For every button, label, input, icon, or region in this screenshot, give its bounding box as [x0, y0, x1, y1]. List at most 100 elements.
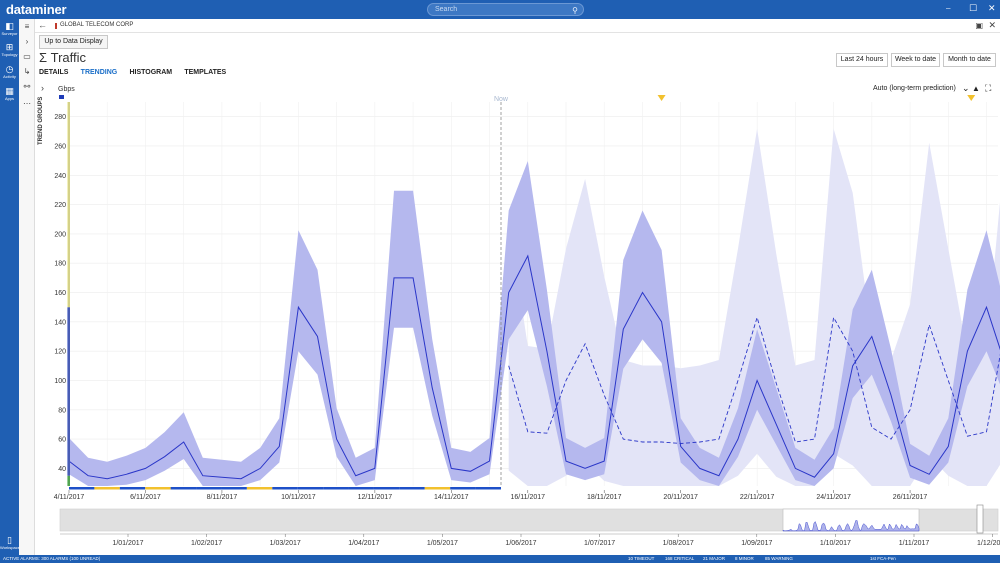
- alarm-timeline-segment: [272, 487, 298, 490]
- alarm-timeline-segment: [69, 487, 95, 490]
- pen-mode-text[interactable]: 1st FCA-Pen: [870, 556, 896, 561]
- y-tick-label: 240: [54, 173, 66, 180]
- warning-icon[interactable]: ▲: [972, 84, 980, 93]
- trend-groups-expand-icon[interactable]: ›: [41, 83, 44, 93]
- navigator-handle: [976, 504, 984, 534]
- more-icon[interactable]: ⋯: [23, 99, 31, 108]
- search-icon[interactable]: ⚲: [572, 6, 578, 15]
- fullscreen-icon[interactable]: ⛶: [985, 83, 992, 93]
- card-navigation-column: ≡ › ▭ ↳ ⚯ ⋯: [19, 19, 35, 555]
- y-tick-label: 200: [54, 231, 66, 238]
- warning-counter[interactable]: 85 WARNING: [765, 556, 793, 561]
- navigator-tick-label: 1/10/2017: [820, 540, 851, 547]
- up-to-data-display-button[interactable]: Up to Data Display: [39, 35, 108, 49]
- back-arrow-icon[interactable]: ←: [38, 20, 47, 30]
- card-close-icon[interactable]: ✕: [988, 20, 996, 30]
- minimize-icon[interactable]: ⎯: [946, 3, 951, 13]
- tab-templates[interactable]: TEMPLATES: [184, 69, 227, 76]
- apps-icon: ▦: [5, 86, 14, 96]
- rail-item-surveyor[interactable]: ◧ Surveyor: [0, 21, 19, 36]
- last-24-hours-button[interactable]: Last 24 hours: [836, 53, 888, 67]
- x-tick-label: 18/11/2017: [587, 494, 622, 501]
- legend-swatch: [59, 95, 64, 99]
- rail-item-activity[interactable]: ◷ Activity: [0, 64, 19, 79]
- app-rail: ◧ Surveyor ⊞ Topology ◷ Activity ▦ Apps …: [0, 19, 20, 555]
- activity-icon: ◷: [5, 64, 14, 74]
- hamburger-menu-icon[interactable]: ≡: [24, 22, 30, 31]
- prediction-band: [508, 128, 1000, 486]
- connections-icon[interactable]: ⚯: [23, 82, 31, 91]
- unit-label: Gbps: [58, 86, 75, 93]
- chart-axes: 40 60 80 100 120 140 160 180 200 220 240 260 280 4/11…: [54, 102, 928, 501]
- x-tick-label: 24/11/2017: [816, 494, 851, 501]
- surveyor-icon: ◧: [5, 21, 14, 31]
- x-tick-label: 6/11/2017: [130, 494, 161, 501]
- card-maximize-icon[interactable]: ▣: [975, 21, 983, 30]
- card-icon[interactable]: ▭: [23, 52, 31, 61]
- prediction-mode-select[interactable]: Auto (long-term prediction): [873, 85, 956, 92]
- x-tick-label: 4/11/2017: [54, 494, 85, 501]
- search-input[interactable]: Search ⚲: [427, 3, 584, 16]
- alarm-timeline-segment: [399, 487, 425, 490]
- alarm-timeline-segment: [170, 487, 197, 490]
- rail-label: Workspace: [0, 545, 20, 550]
- y-tick-label: 280: [54, 114, 66, 121]
- navigator-track: [59, 508, 999, 532]
- title-bar: dataminer Search ⚲ ⎯ ☐ ✕: [0, 0, 1000, 19]
- series-lines: [68, 254, 1000, 480]
- rail-item-topology[interactable]: ⊞ Topology: [0, 42, 19, 57]
- alarm-timeline-segment: [119, 487, 146, 490]
- rail-label: Surveyor: [1, 31, 18, 36]
- prediction-band-layer: [508, 128, 1000, 486]
- y-tick-label: 100: [54, 378, 66, 385]
- month-to-date-button[interactable]: Month to date: [943, 53, 996, 67]
- alarm-timeline-segment: [221, 487, 247, 490]
- x-tick-label: 26/11/2017: [893, 494, 928, 501]
- y-tick-label: 80: [58, 407, 66, 414]
- active-alarms-text[interactable]: ACTIVE ALARMS: 300 ALARMS (100 UNREAD): [3, 556, 101, 561]
- y-tick-label: 260: [54, 143, 66, 150]
- navigator-tick-label: 1/07/2017: [584, 540, 615, 547]
- maximize-icon[interactable]: ☐: [969, 3, 978, 13]
- rail-item-apps[interactable]: ▦ Apps: [0, 86, 19, 101]
- search-placeholder: Search: [435, 6, 458, 13]
- y-tick-label: 180: [54, 261, 66, 268]
- prediction-line: [508, 315, 1000, 444]
- week-to-date-button[interactable]: Week to date: [891, 53, 940, 67]
- element-state-flag: [55, 23, 57, 29]
- rail-label: Activity: [3, 74, 16, 79]
- card-tabs: DETAILS TRENDING HISTOGRAM TEMPLATES: [39, 67, 236, 77]
- status-bar: ACTIVE ALARMS: 300 ALARMS (100 UNREAD) 1…: [0, 555, 1000, 563]
- tab-details[interactable]: DETAILS: [39, 69, 69, 76]
- x-tick-label: 22/11/2017: [740, 494, 775, 501]
- x-tick-label: 10/11/2017: [281, 494, 316, 501]
- critical-counter[interactable]: 168 CRITICAL: [665, 556, 695, 561]
- minor-counter[interactable]: 8 MINOR: [735, 556, 754, 561]
- alarm-timeline-segment: [323, 487, 349, 490]
- workspace-icon: ▯: [7, 535, 12, 545]
- x-tick-label: 8/11/2017: [207, 494, 238, 501]
- tab-histogram[interactable]: HISTOGRAM: [129, 69, 173, 76]
- parameter-title: Σ Traffic: [39, 50, 87, 65]
- x-tick-label: 16/11/2017: [511, 494, 546, 501]
- card-header: ← GLOBAL TELECOM CORP ▣ ✕: [35, 19, 1000, 33]
- alarm-timeline-segment: [373, 487, 400, 490]
- subdirectory-icon[interactable]: ↳: [23, 67, 31, 76]
- rail-item-workspace[interactable]: ▯ Workspace: [0, 535, 20, 550]
- tab-trending[interactable]: TRENDING: [80, 69, 118, 76]
- topology-icon: ⊞: [5, 42, 14, 52]
- navigator-content: 1/01/2017 1/02/2017 1/03/2017 1/04/2017 1/05…: [59, 504, 1000, 547]
- close-window-icon[interactable]: ✕: [988, 3, 996, 13]
- chevron-right-icon[interactable]: ›: [25, 37, 29, 46]
- navigator-tick-label: 1/03/2017: [270, 540, 301, 547]
- navigator-tick-label: 1/08/2017: [663, 540, 694, 547]
- y-tick-label: 220: [54, 202, 66, 209]
- alarm-timeline-segment: [475, 487, 502, 490]
- navigator-window: [782, 508, 920, 532]
- major-counter[interactable]: 21 MAJOR: [703, 556, 726, 561]
- timeout-counter[interactable]: 10 TIMEOUT: [628, 556, 655, 561]
- chevron-down-icon[interactable]: ⌄: [962, 83, 970, 93]
- navigator-tick-label: 1/09/2017: [741, 540, 772, 547]
